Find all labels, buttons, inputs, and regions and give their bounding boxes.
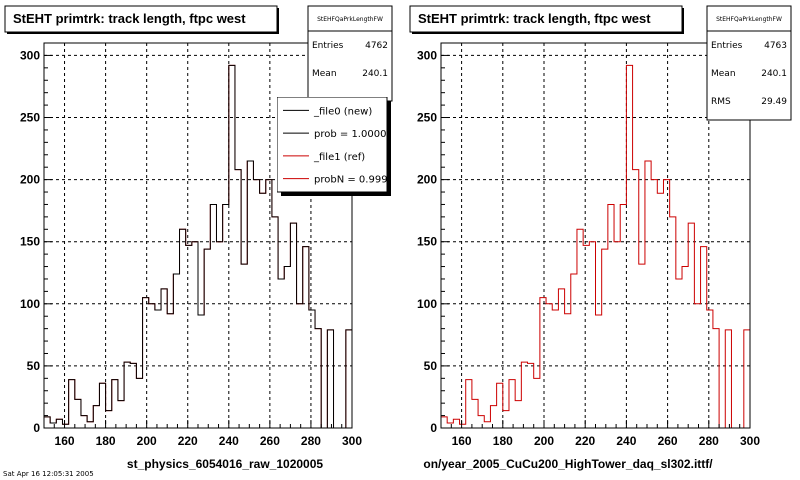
left-x-axis-title: st_physics_6054016_raw_1020005	[127, 457, 323, 471]
left-legend-label: prob = 1.000000	[314, 129, 399, 140]
right-y-tick-label: 0	[430, 421, 437, 435]
right-x-tick-label: 160	[452, 434, 472, 448]
left-stat-label: Entries	[312, 41, 344, 51]
right-stat-label: Mean	[711, 69, 736, 79]
left-stat-value: 4762	[365, 41, 388, 51]
left-y-tick-label: 250	[20, 111, 40, 125]
left-chart-title: StEHT primtrk: track length, ftpc west	[13, 11, 246, 26]
right-x-tick-label: 180	[493, 434, 513, 448]
left-series-file0-new	[43, 64, 353, 429]
right-y-tick-label: 200	[417, 173, 437, 187]
right-y-tick-label: 300	[417, 48, 437, 62]
left-x-tick-label: 160	[55, 434, 75, 448]
right-x-tick-label: 280	[699, 434, 719, 448]
left-stat-value: 240.1	[362, 69, 388, 79]
left-x-tick-label: 180	[96, 434, 116, 448]
right-title-box	[409, 5, 683, 33]
right-y-tick-label: 150	[417, 235, 437, 249]
left-y-tick-label: 200	[20, 173, 40, 187]
right-x-tick-label: 200	[534, 434, 554, 448]
left-legend-label: _file1 (ref)	[313, 152, 365, 163]
right-stats-hist-name: StEHFQaPrkLengthFW	[716, 16, 782, 23]
left-x-tick-label: 260	[260, 434, 280, 448]
left-x-tick-label: 280	[301, 434, 321, 448]
left-legend-label: probN = 0.999961	[314, 175, 407, 186]
right-x-tick-label: 240	[616, 434, 636, 448]
left-title-box	[4, 5, 278, 33]
right-y-tick-label: 100	[417, 297, 437, 311]
left-histogram-panel: 160 180 200 220 240 260 280 300 0 50 100 150 200 250 3…	[4, 5, 407, 471]
right-stat-label: Entries	[711, 41, 743, 51]
left-x-tick-label: 300	[342, 434, 362, 448]
left-x-tick-label: 200	[137, 434, 157, 448]
left-stat-label: Mean	[312, 69, 337, 79]
left-y-tick-label: 50	[27, 359, 41, 373]
left-x-tick-label: 220	[178, 434, 198, 448]
right-stat-label: RMS	[711, 97, 731, 107]
right-x-axis-title: on/year_2005_CuCu200_HighTower_daq_sl302…	[423, 457, 713, 471]
left-legend-label: _file0 (new)	[313, 106, 372, 117]
right-x-tick-label: 300	[740, 434, 760, 448]
right-y-tick-label: 50	[424, 359, 438, 373]
left-y-tick-label: 150	[20, 235, 40, 249]
right-stat-value: 4763	[764, 41, 787, 51]
right-stats-box	[706, 5, 792, 121]
right-x-tick-label: 260	[658, 434, 678, 448]
left-y-tick-label: 100	[20, 297, 40, 311]
right-stat-value: 29.49	[761, 97, 787, 107]
left-stats-box	[307, 5, 393, 102]
left-legend: _file0 (new) prob = 1.000000 _file1 (ref) p…	[277, 97, 407, 196]
right-stat-value: 240.1	[761, 69, 787, 79]
right-series-file1-ref	[440, 64, 751, 429]
right-x-tick-label: 220	[575, 434, 595, 448]
left-legend-box	[277, 97, 388, 193]
footer-timestamp: Sat Apr 16 12:05:31 2005	[3, 470, 94, 478]
left-x-tick-label: 240	[219, 434, 239, 448]
right-histogram-panel: 160 180 200 220 240 260 280 300 0 50 100 150 200 250 3…	[409, 5, 792, 471]
right-y-tick-label: 250	[417, 111, 437, 125]
left-y-tick-label: 0	[33, 421, 40, 435]
right-plot-frame	[440, 42, 751, 429]
right-chart-title: StEHT primtrk: track length, ftpc west	[418, 11, 651, 26]
left-stats-hist-name: StEHFQaPrkLengthFW	[317, 16, 383, 23]
left-y-tick-label: 300	[20, 48, 40, 62]
